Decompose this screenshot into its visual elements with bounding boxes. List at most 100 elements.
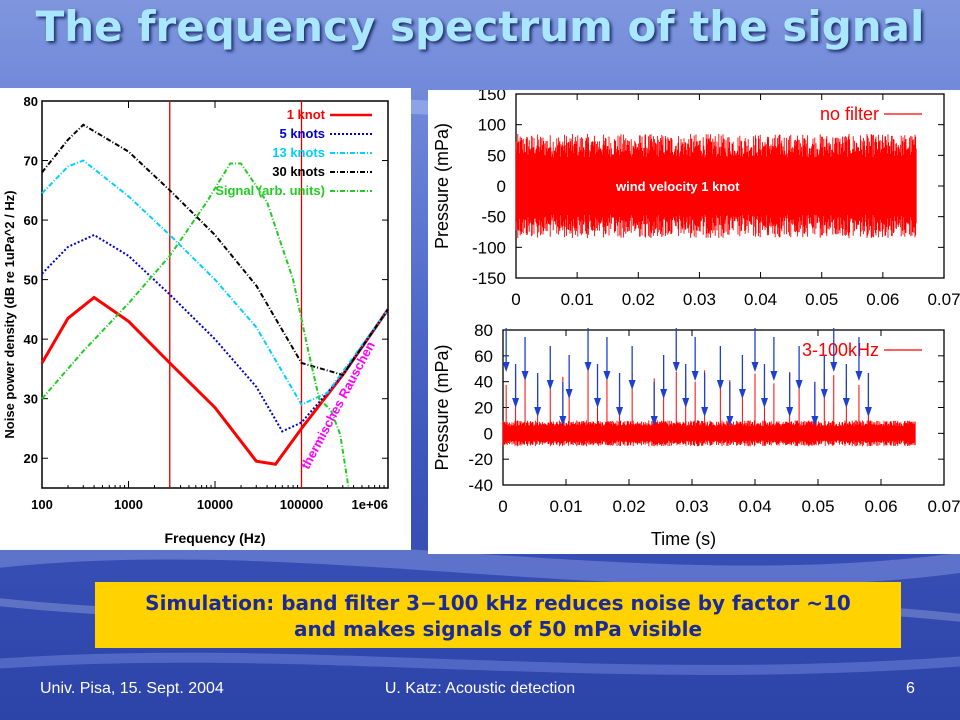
pulse-arrow-head bbox=[726, 416, 734, 426]
y-tick-label: 20 bbox=[24, 451, 38, 466]
y-tick-label: -150 bbox=[472, 269, 506, 288]
y-tick-label: 0 bbox=[484, 424, 493, 443]
pulse-arrow-head bbox=[751, 362, 759, 372]
x-tick-label: 1e+06 bbox=[351, 497, 388, 512]
x-axis-label: Time (s) bbox=[651, 529, 716, 549]
series-line bbox=[41, 233, 389, 433]
pulse-arrow-head bbox=[795, 380, 803, 390]
pulse-arrow-head bbox=[672, 362, 680, 372]
pulse-arrow-head bbox=[855, 371, 863, 381]
caption-line-2: and makes signals of 50 mPa visible bbox=[293, 617, 703, 641]
y-tick-label: 70 bbox=[24, 154, 38, 169]
x-tick-label: 0.01 bbox=[549, 497, 582, 516]
pulse-arrow-head bbox=[691, 371, 699, 381]
plot-frame bbox=[41, 100, 389, 489]
pulse-arrow-head bbox=[521, 371, 529, 381]
x-tick-label: 0.06 bbox=[864, 497, 897, 516]
pulse-arrow-head bbox=[512, 398, 520, 408]
pulse-arrow-head bbox=[650, 416, 658, 426]
y-tick-label: -20 bbox=[468, 450, 493, 469]
y-tick-label: 60 bbox=[24, 213, 38, 228]
y-tick-label: 50 bbox=[24, 273, 38, 288]
legend-label: 1 knot bbox=[287, 107, 326, 122]
x-tick-label: 0.03 bbox=[683, 290, 716, 309]
pulse-arrow-head bbox=[660, 389, 668, 399]
x-axis-label: Frequency (Hz) bbox=[164, 530, 265, 546]
pulse-arrow-head bbox=[820, 389, 828, 399]
x-tick-label: 0.02 bbox=[612, 497, 645, 516]
pulse-arrow-head bbox=[584, 362, 592, 372]
page-number: 6 bbox=[906, 680, 915, 697]
y-tick-label: 50 bbox=[487, 146, 506, 165]
y-tick-label: 30 bbox=[24, 392, 38, 407]
legend-label: no filter bbox=[820, 104, 879, 124]
x-tick-label: 0.07 bbox=[927, 290, 960, 309]
pulse-arrow-head bbox=[534, 407, 542, 417]
series-line bbox=[41, 162, 350, 489]
x-tick-label: 0.07 bbox=[927, 497, 960, 516]
x-tick-label: 0.05 bbox=[801, 497, 834, 516]
x-tick-label: 0.02 bbox=[622, 290, 655, 309]
pulse-arrow-head bbox=[701, 407, 709, 417]
pulse-arrow-head bbox=[682, 398, 690, 408]
x-tick-label: 0 bbox=[511, 290, 520, 309]
pulse-arrow-head bbox=[864, 407, 872, 417]
pulse-arrow-head bbox=[594, 398, 601, 408]
x-tick-label: 0 bbox=[498, 497, 507, 516]
footer-author: U. Katz: Acoustic detection bbox=[384, 680, 576, 697]
x-tick-label: 0.03 bbox=[675, 497, 708, 516]
series-line bbox=[41, 123, 389, 377]
pulse-arrow-head bbox=[830, 362, 838, 372]
slide-title: The frequency spectrum of the signal bbox=[35, 2, 925, 51]
pressure-trace bbox=[502, 420, 916, 447]
footer-venue: Univ. Pisa, 15. Sept. 2004 bbox=[40, 680, 224, 697]
x-tick-label: 0.05 bbox=[805, 290, 838, 309]
pulse-arrow-head bbox=[738, 389, 746, 399]
pulse-arrow-head bbox=[616, 407, 624, 417]
legend-label: 30 knots bbox=[272, 164, 325, 179]
pulse-arrow-head bbox=[559, 416, 567, 426]
pulse-arrow-head bbox=[502, 362, 510, 372]
y-tick-label: 80 bbox=[24, 94, 38, 109]
x-tick-label: 0.06 bbox=[866, 290, 899, 309]
pulse-arrow-head bbox=[716, 380, 724, 390]
pulse-arrow-head bbox=[842, 398, 850, 408]
time-series-panel: 150 100 50 0 -50 -100 -150 0 0.01 0.02 0.03 0.04 0.0… bbox=[428, 85, 960, 554]
y-tick-label: 80 bbox=[474, 321, 493, 340]
pulse-arrow-head bbox=[603, 371, 611, 381]
y-axis-label: Noise power density (dB re 1uPa^2 / Hz) bbox=[2, 190, 17, 438]
noise-spectrum-panel: 20 30 40 50 60 70 80 100 1000 10000 100000 1e+06 Fre… bbox=[0, 88, 411, 550]
x-tick-label: 0.04 bbox=[738, 497, 771, 516]
pulse-arrow-head bbox=[770, 371, 778, 381]
x-tick-label: 100000 bbox=[280, 497, 323, 512]
y-tick-label: 40 bbox=[24, 332, 38, 347]
pulse-arrow-head bbox=[628, 380, 636, 390]
pulse-arrow-head bbox=[760, 398, 768, 408]
x-tick-label: 1000 bbox=[114, 497, 143, 512]
legend-label: 5 knots bbox=[279, 126, 325, 141]
legend-label: 13 knots bbox=[272, 145, 325, 160]
pressure-trace bbox=[515, 133, 917, 239]
caption-box: Simulation: band filter 3−100 kHz reduce… bbox=[95, 582, 901, 648]
y-tick-label: 60 bbox=[474, 347, 493, 366]
x-tick-label: 0.04 bbox=[744, 290, 777, 309]
y-tick-label: 20 bbox=[474, 399, 493, 418]
y-tick-label: 150 bbox=[478, 90, 506, 104]
y-tick-label: 40 bbox=[474, 373, 493, 392]
x-tick-label: 100 bbox=[31, 497, 53, 512]
pulse-arrow-head bbox=[786, 407, 794, 417]
y-axis-label: Pressure (mPa) bbox=[432, 123, 452, 249]
caption-line-1: Simulation: band filter 3−100 kHz reduce… bbox=[145, 591, 851, 615]
wind-velocity-annotation: wind velocity 1 knot bbox=[615, 179, 740, 194]
y-tick-label: -100 bbox=[472, 238, 506, 257]
legend-label: Signal (arb. units) bbox=[215, 183, 325, 198]
time-series-chart: 150 100 50 0 -50 -100 -150 0 0.01 0.02 0.03 0.04 0.0… bbox=[432, 85, 960, 549]
noise-spectrum-chart: 20 30 40 50 60 70 80 100 1000 10000 100000 1e+06 Fre… bbox=[2, 94, 390, 546]
y-tick-label: -40 bbox=[468, 476, 493, 495]
pulse-arrow-head bbox=[811, 416, 819, 426]
series-line bbox=[40, 295, 390, 466]
y-axis-label: Pressure (mPa) bbox=[432, 344, 452, 470]
legend-label: 3-100kHz bbox=[802, 340, 879, 360]
pulse-arrow-head bbox=[546, 380, 554, 390]
y-tick-label: 0 bbox=[497, 177, 506, 196]
